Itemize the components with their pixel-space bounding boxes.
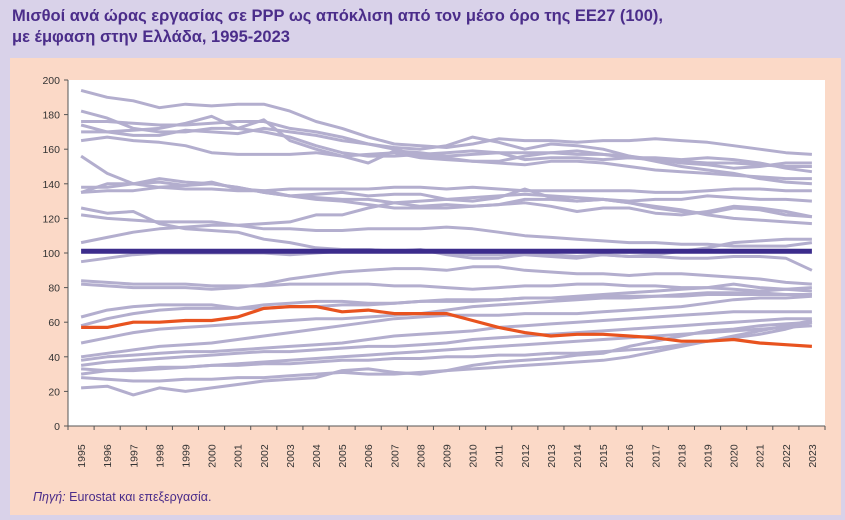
x-tick-label: 2002 bbox=[259, 444, 271, 468]
x-tick-label: 2010 bbox=[468, 444, 480, 468]
series-line-country bbox=[80, 88, 812, 156]
x-tick-label: 2013 bbox=[546, 444, 558, 468]
x-tick-label: 1998 bbox=[154, 444, 166, 468]
y-tick-label: 140 bbox=[42, 179, 60, 191]
series-line-country bbox=[80, 213, 813, 248]
series-line-country bbox=[80, 265, 812, 291]
series-line-greece bbox=[81, 305, 813, 348]
x-tick-label: 2021 bbox=[755, 444, 767, 468]
x-tick-label: 2004 bbox=[311, 444, 323, 468]
x-tick-label: 2018 bbox=[676, 444, 688, 468]
x-tick-label: 1999 bbox=[180, 444, 192, 468]
series-line-country bbox=[81, 120, 812, 181]
x-tick-label: 2012 bbox=[520, 444, 532, 468]
series-line-country bbox=[80, 294, 812, 359]
x-tick-label: 2022 bbox=[781, 444, 793, 468]
source-note: Πηγή: Eurostat και επεξεργασία. bbox=[33, 490, 211, 504]
y-tick-label: 40 bbox=[48, 352, 60, 364]
series-line-country bbox=[80, 123, 812, 186]
x-tick-label: 2019 bbox=[703, 444, 715, 468]
x-tick-label: 2008 bbox=[415, 444, 427, 468]
x-tick-label: 2016 bbox=[624, 444, 636, 468]
x-tick-label: 1997 bbox=[128, 444, 140, 468]
x-tick-label: 2006 bbox=[363, 444, 375, 468]
x-tick-label: 2023 bbox=[807, 444, 819, 468]
y-tick-label: 200 bbox=[42, 75, 60, 87]
series-line-country bbox=[81, 114, 812, 170]
series-line-country bbox=[80, 109, 812, 168]
y-tick-label: 100 bbox=[42, 248, 60, 260]
series-line-country bbox=[80, 135, 813, 174]
x-tick-label: 2020 bbox=[729, 444, 741, 468]
x-tick-label: 2015 bbox=[598, 444, 610, 468]
x-tick-label: 2011 bbox=[494, 445, 506, 468]
series-line-country bbox=[80, 317, 812, 367]
x-tick-label: 2017 bbox=[650, 444, 662, 468]
y-tick-label: 180 bbox=[42, 110, 60, 122]
source-label: Πηγή: bbox=[33, 490, 66, 504]
line-chart: 0 20 40 60 80 100 120 140 160 180 200 1995 1996 1997 1… bbox=[42, 75, 826, 468]
series-line-country bbox=[80, 192, 812, 245]
x-tick-label: 2009 bbox=[442, 444, 454, 468]
y-tick-label: 60 bbox=[48, 317, 60, 329]
y-tick-label: 20 bbox=[48, 386, 60, 398]
x-tick-label: 2003 bbox=[285, 444, 297, 468]
y-tick-label: 0 bbox=[54, 421, 60, 433]
series-line-country bbox=[81, 320, 812, 397]
series-line-country bbox=[80, 154, 812, 194]
y-tick-label: 80 bbox=[48, 283, 60, 295]
x-tick-label: 2001 bbox=[233, 444, 245, 468]
y-tick-label: 160 bbox=[42, 144, 60, 156]
y-tick-label: 120 bbox=[42, 213, 60, 225]
x-tick-label: 2007 bbox=[389, 444, 401, 468]
x-tick-label: 1996 bbox=[102, 444, 114, 468]
x-tick-label: 2014 bbox=[572, 444, 584, 468]
source-text: Eurostat και επεξεργασία. bbox=[65, 490, 212, 504]
series-line-country bbox=[81, 182, 813, 219]
x-tick-label: 2005 bbox=[337, 444, 349, 468]
series-line-country bbox=[80, 293, 812, 345]
series-line-country bbox=[80, 291, 812, 328]
x-tick-label: 2000 bbox=[207, 444, 219, 468]
series-line-country bbox=[80, 282, 813, 319]
x-tick-label: 1995 bbox=[76, 444, 88, 468]
series-line-country bbox=[80, 310, 812, 362]
chart-title: Μισθοί ανά ώρας εργασίας σε PPP ως απόκλ… bbox=[12, 7, 663, 46]
